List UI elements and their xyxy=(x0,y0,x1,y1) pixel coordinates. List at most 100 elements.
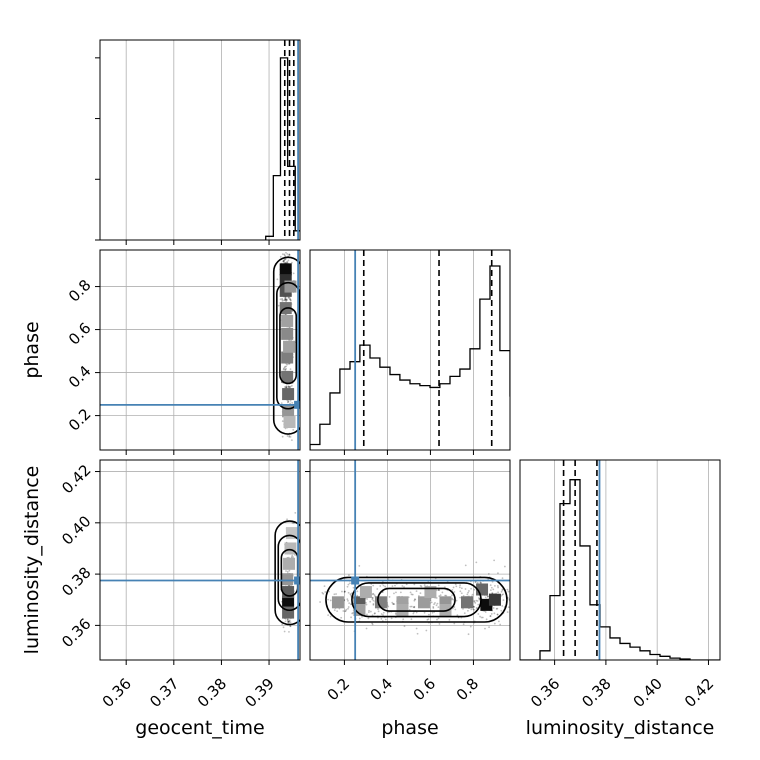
x-tick-label: 0.38 xyxy=(578,675,614,711)
sample-point xyxy=(507,606,510,609)
sample-point xyxy=(321,591,324,594)
sample-point xyxy=(486,595,489,598)
sample-point xyxy=(347,606,350,608)
sample-point xyxy=(515,615,517,617)
sample-point xyxy=(288,385,291,388)
sample-point xyxy=(281,623,284,626)
sample-point xyxy=(284,369,286,371)
sample-point xyxy=(288,620,291,623)
sample-point xyxy=(490,586,493,589)
sample-point xyxy=(285,251,287,254)
contour-level xyxy=(277,534,300,612)
sample-point xyxy=(467,591,470,594)
sample-point xyxy=(410,593,413,596)
x-tick-label: 0.2 xyxy=(324,675,354,705)
sample-point xyxy=(382,611,385,614)
sample-point xyxy=(277,304,280,307)
sample-point xyxy=(502,593,504,596)
sample-point xyxy=(481,616,484,619)
axes-frame xyxy=(99,459,301,661)
y-tick-label: 0.2 xyxy=(65,405,95,435)
sample-point xyxy=(453,622,456,625)
sample-point xyxy=(327,598,329,601)
sample-point xyxy=(510,595,512,597)
sample-point xyxy=(350,594,352,597)
sample-point xyxy=(282,626,285,629)
sample-point xyxy=(485,618,488,621)
sample-point xyxy=(285,367,287,370)
sample-point xyxy=(454,583,457,586)
sample-point xyxy=(399,591,402,594)
sample-point xyxy=(323,585,326,588)
sample-point xyxy=(459,596,462,599)
sample-point xyxy=(289,625,292,628)
contour-level xyxy=(276,281,300,410)
sample-point xyxy=(393,603,396,605)
sample-point xyxy=(372,592,375,595)
sample-point xyxy=(486,595,489,598)
sample-point xyxy=(286,298,288,301)
sample-point xyxy=(279,255,282,258)
sample-point xyxy=(419,592,422,594)
sample-point xyxy=(501,589,504,592)
sample-point xyxy=(365,627,368,630)
sample-point xyxy=(472,606,475,608)
y-tick-label: 0.8 xyxy=(65,276,95,306)
sample-point xyxy=(473,608,476,611)
sample-point xyxy=(286,435,289,437)
x-tick-label: 0.6 xyxy=(410,675,440,705)
sample-point xyxy=(475,599,478,602)
sample-point xyxy=(283,259,285,262)
sample-point xyxy=(344,610,346,613)
sample-point xyxy=(371,622,373,625)
sample-point xyxy=(490,613,493,615)
sample-point xyxy=(286,518,288,521)
sample-point xyxy=(460,587,463,590)
sample-point xyxy=(276,278,279,281)
density-bin xyxy=(460,596,473,609)
histogram-luminosity_distance xyxy=(520,460,720,660)
sample-point xyxy=(287,400,290,402)
sample-point xyxy=(284,298,287,301)
sample-point xyxy=(464,564,467,567)
sample-point xyxy=(458,586,461,589)
sample-point xyxy=(501,577,504,580)
density-bin xyxy=(283,416,296,429)
sample-point xyxy=(290,439,293,442)
sample-point xyxy=(497,586,499,589)
sample-point xyxy=(496,613,499,616)
sample-point xyxy=(425,629,428,632)
sample-point xyxy=(282,299,285,302)
sample-point xyxy=(431,611,434,614)
x-tick-label: 0.36 xyxy=(527,675,563,711)
sample-point xyxy=(380,617,383,620)
density-bin xyxy=(281,327,294,340)
sample-point xyxy=(344,610,347,612)
sample-point xyxy=(283,243,285,245)
sample-point xyxy=(371,614,374,617)
sample-point xyxy=(513,618,515,620)
sample-point xyxy=(403,625,406,628)
sample-point xyxy=(290,556,293,558)
sample-point xyxy=(501,605,504,607)
x-tick-label: 0.39 xyxy=(242,675,278,711)
sample-point xyxy=(456,614,459,617)
histogram-step xyxy=(265,57,300,240)
density-bin xyxy=(488,593,501,606)
sample-point xyxy=(459,590,462,593)
sample-point xyxy=(283,299,286,302)
sample-point xyxy=(411,593,414,596)
sample-point xyxy=(402,618,405,621)
sample-point xyxy=(349,603,352,606)
truth-marker xyxy=(294,400,300,409)
sample-point xyxy=(453,606,456,608)
sample-point xyxy=(388,596,391,598)
sample-point xyxy=(506,611,509,613)
sample-point xyxy=(512,601,514,603)
sample-point xyxy=(427,618,430,621)
sample-point xyxy=(491,592,494,595)
density-bin xyxy=(282,388,295,401)
sample-point xyxy=(409,591,412,594)
sample-point xyxy=(470,608,473,611)
sample-point xyxy=(350,616,352,619)
